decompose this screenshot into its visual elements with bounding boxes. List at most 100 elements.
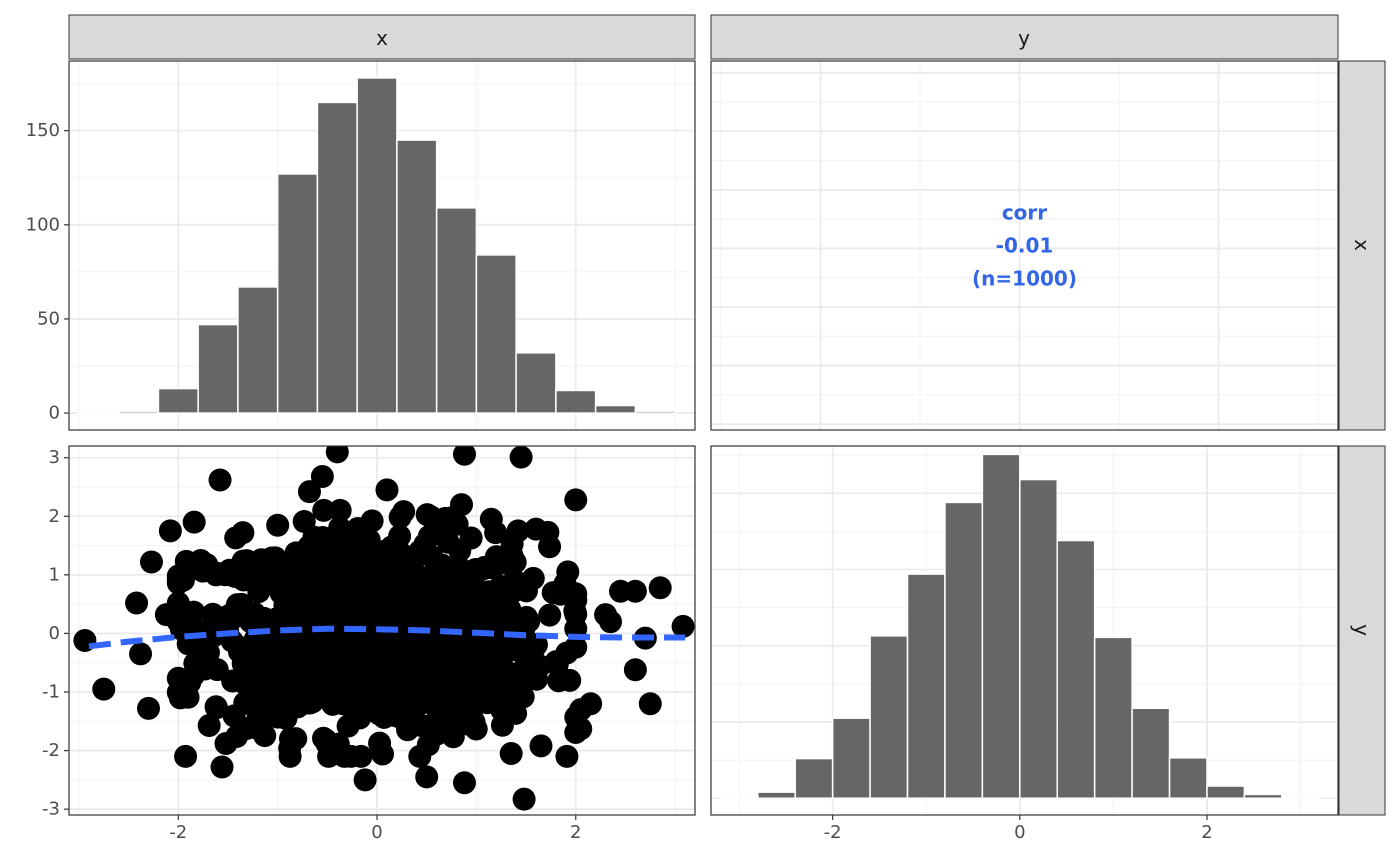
scatter-point [648,576,672,600]
smooth-fit-line [88,625,686,650]
x-tick-label: 0 [371,822,382,843]
column-strip-y-label: y [1018,26,1030,50]
scatter-point [315,582,339,606]
histogram-bar [831,717,871,799]
scatter-point [599,610,623,634]
scatter-point [487,655,511,679]
x-tick-label: -2 [824,822,842,843]
scatter-point [538,603,562,627]
scatter-point [139,550,163,574]
scatter-point [266,513,290,537]
scatter-point [353,768,377,792]
scatter-point [197,714,221,738]
scatter-point [443,607,467,631]
scatter-point [186,651,210,675]
y-tick-label: 0 [49,403,60,424]
correlation-panel: corr -0.01 (n=1000) [710,60,1339,431]
y-tick-label: 100 [26,214,60,235]
scatter-point [521,566,545,590]
scatter-point [210,755,234,779]
scatter-point [312,726,336,750]
scatter-point [434,701,458,725]
histogram-bar [515,352,557,414]
histogram-bar [117,410,160,414]
histogram-bar [356,77,398,414]
histogram-bar [1206,785,1246,799]
scatter-point [501,570,525,594]
histogram-panel-x: 0 50 100 150 [26,60,696,431]
scatter-point [392,500,416,524]
scatter-point [312,498,336,522]
scatter-point [404,635,428,659]
scatter-point [293,544,317,568]
panel-border [710,60,1339,431]
scatter-point [482,589,506,613]
scatter-point [529,734,553,758]
scatter-point [174,744,198,768]
histogram-panel-y: -2 0 2 [710,445,1339,843]
histogram-bar [1168,757,1208,799]
scatter-point [564,488,588,512]
scatter-point [321,692,345,716]
panel-border [68,60,696,431]
panel-background [711,61,1338,430]
scatter-panel-y-vs-x: -3 -2 -1 0 1 2 3 -2 0 2 [42,445,696,843]
scatter-point [419,505,443,529]
histogram-bar [237,286,279,414]
scatter-point [250,694,274,718]
histogram-bar [869,635,909,799]
scatter-point [512,787,536,811]
scatter-point [284,727,308,751]
x-tick-label: 2 [1201,822,1212,843]
y-tick-label: -3 [42,799,60,820]
scatter-point [569,717,593,741]
correlation-label-line: corr [1002,201,1047,225]
histogram-bar [1131,707,1171,799]
histogram-bar [1243,793,1283,799]
scatter-point [260,546,284,570]
scatter-point [231,521,255,545]
scatter-point [208,468,232,492]
histogram-bar [555,389,597,414]
panel-border [68,445,696,816]
histogram-bar [981,453,1021,799]
x-tick-label: -2 [169,822,187,843]
scatter-point [506,519,530,543]
scatter-point [473,555,497,579]
histogram-bar [944,501,984,799]
y-tick-label: 0 [49,623,60,644]
scatter-point [354,597,378,621]
scatter-point [456,572,480,596]
scatter-point [182,510,206,534]
scatter-point [547,669,571,693]
scatter-point [125,591,149,615]
scatter-point [477,631,501,655]
scatter-point [509,446,533,469]
scatter-point [166,591,190,615]
scatter-point [454,676,478,700]
scatter-point [452,446,476,466]
scatter-point [417,595,441,619]
histogram-bar [1019,478,1059,799]
scatter-point [129,642,153,666]
x-tick-label: 0 [1014,822,1025,843]
scatter-point [555,744,579,768]
scatter-point [623,658,647,682]
y-tick-label: 3 [49,447,60,468]
scatter-point [204,695,228,719]
scatter-point [382,672,406,696]
scatter-point [415,765,439,789]
histogram-bar [719,796,759,800]
scatter-point [398,551,422,575]
scatter-point [273,593,297,617]
scatter-point [297,480,321,504]
scatter-point [456,712,480,736]
correlation-label-line: (n=1000) [972,267,1077,291]
scatter-point [490,713,514,737]
scatter-point [292,509,316,533]
scatter-point [258,668,282,692]
scatter-point [308,526,332,550]
scatter-point [166,567,190,591]
column-strip-x: x [68,14,696,60]
